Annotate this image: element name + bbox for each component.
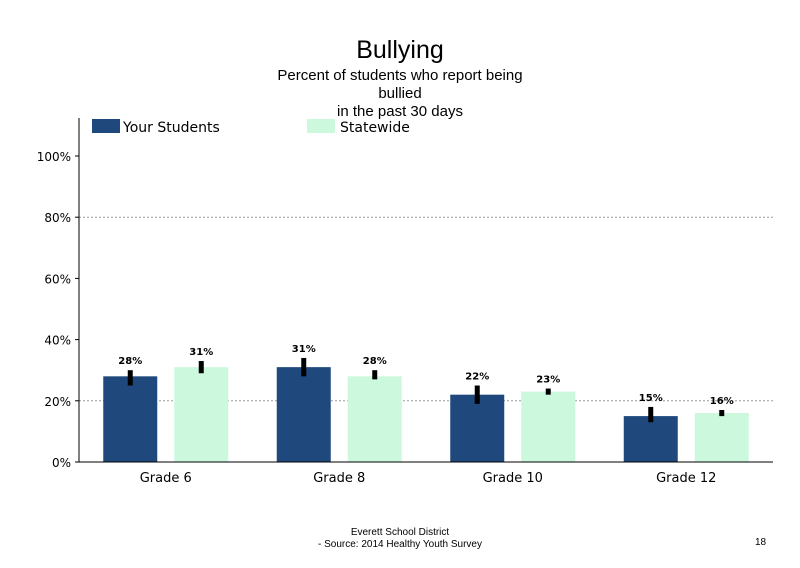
legend-label: Statewide xyxy=(340,120,410,136)
y-tick-label: 40% xyxy=(44,334,71,348)
x-tick-label: Grade 12 xyxy=(656,471,716,486)
data-label: 16% xyxy=(710,396,734,407)
page-number: 18 xyxy=(755,537,767,548)
data-label: 31% xyxy=(292,344,316,355)
data-label: 28% xyxy=(363,356,387,367)
chart-title: Bullying xyxy=(356,36,444,64)
bar xyxy=(276,367,331,462)
data-label: 28% xyxy=(118,356,142,367)
chart-subtitle: Percent of students who report being bul… xyxy=(250,67,550,119)
footer: Everett School District - Source: 2014 H… xyxy=(250,527,550,551)
y-tick-label: 80% xyxy=(44,211,71,225)
x-tick-label: Grade 10 xyxy=(483,471,543,486)
y-tick-label: 20% xyxy=(44,395,71,409)
bar xyxy=(521,391,576,462)
subtitle-line-3: in the past 30 days xyxy=(337,103,463,119)
legend-swatch xyxy=(92,119,120,133)
data-label: 22% xyxy=(465,372,489,383)
y-tick-label: 0% xyxy=(52,456,71,470)
bar xyxy=(694,413,749,462)
bar xyxy=(103,376,158,462)
y-tick-label: 100% xyxy=(37,150,71,164)
bar xyxy=(174,367,229,462)
data-label: 23% xyxy=(536,375,560,386)
footer-source: - Source: 2014 Healthy Youth Survey xyxy=(318,539,482,550)
footer-district: Everett School District xyxy=(350,527,450,538)
subtitle-line-2: bullied xyxy=(378,85,422,102)
x-tick-label: Grade 6 xyxy=(140,471,192,486)
subtitle-line-1: Percent of students who report being xyxy=(277,67,523,84)
data-label: 15% xyxy=(639,393,663,404)
bar xyxy=(347,376,402,462)
legend-swatch xyxy=(307,119,335,133)
x-tick-label: Grade 8 xyxy=(313,471,365,486)
bar xyxy=(623,416,678,462)
data-label: 31% xyxy=(189,347,213,358)
bar xyxy=(450,394,505,462)
legend-label: Your Students xyxy=(122,120,220,136)
y-tick-label: 60% xyxy=(44,272,71,286)
